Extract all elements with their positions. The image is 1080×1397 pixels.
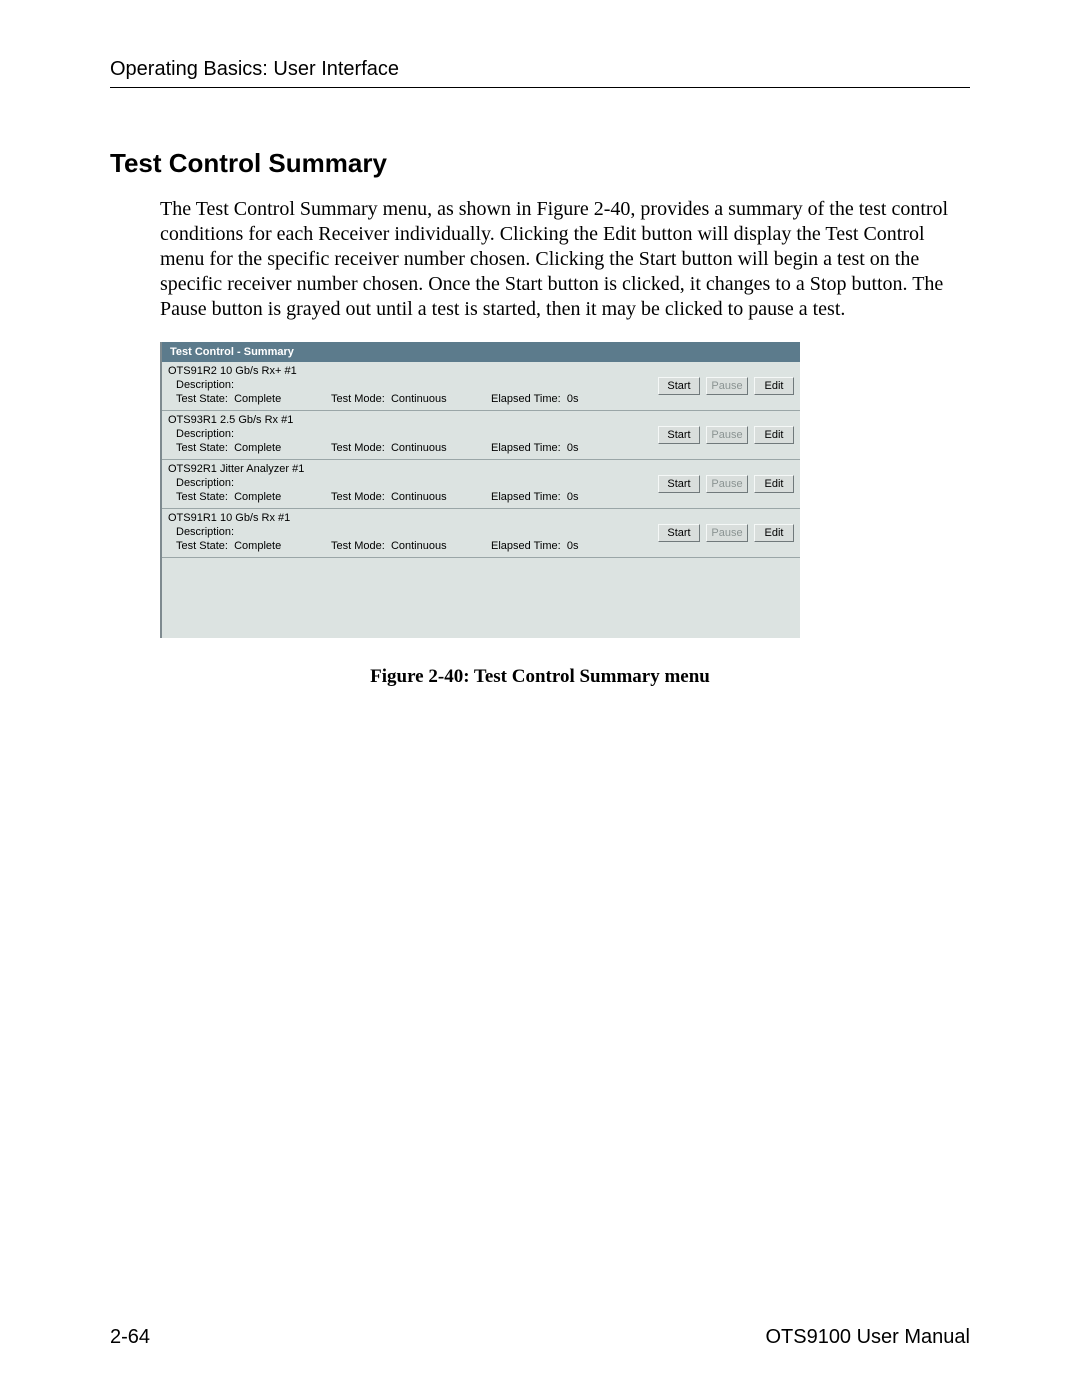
test-mode: Test Mode: Continuous bbox=[331, 441, 491, 455]
test-mode-value: Continuous bbox=[391, 442, 447, 454]
test-mode-value: Continuous bbox=[391, 540, 447, 552]
panel-empty-area bbox=[162, 558, 800, 638]
elapsed-time: Elapsed Time: 0s bbox=[491, 539, 578, 553]
test-state: Test State: Complete bbox=[176, 441, 331, 455]
row-buttons: Start Pause Edit bbox=[652, 460, 800, 508]
edit-button[interactable]: Edit bbox=[754, 524, 794, 542]
test-mode: Test Mode: Continuous bbox=[331, 392, 491, 406]
edit-button[interactable]: Edit bbox=[754, 377, 794, 395]
test-mode: Test Mode: Continuous bbox=[331, 539, 491, 553]
test-state: Test State: Complete bbox=[176, 392, 331, 406]
test-state-value: Complete bbox=[234, 393, 281, 405]
panel-title: Test Control - Summary bbox=[162, 342, 800, 362]
test-mode-label: Test Mode: bbox=[331, 393, 385, 405]
running-header: Operating Basics: User Interface bbox=[110, 58, 970, 88]
elapsed-label: Elapsed Time: bbox=[491, 442, 561, 454]
pause-button[interactable]: Pause bbox=[706, 475, 748, 493]
test-state-value: Complete bbox=[234, 491, 281, 503]
receiver-description-line: Description: bbox=[168, 525, 652, 539]
test-control-panel: Test Control - Summary OTS91R2 10 Gb/s R… bbox=[160, 342, 800, 638]
section-title: Test Control Summary bbox=[110, 148, 970, 179]
receiver-row: OTS92R1 Jitter Analyzer #1 Description: … bbox=[162, 460, 800, 509]
elapsed-value: 0s bbox=[567, 540, 579, 552]
receiver-name: OTS92R1 Jitter Analyzer #1 bbox=[168, 462, 652, 476]
test-mode-label: Test Mode: bbox=[331, 491, 385, 503]
elapsed-time: Elapsed Time: 0s bbox=[491, 441, 578, 455]
panel-rows: OTS91R2 10 Gb/s Rx+ #1 Description: Test… bbox=[162, 362, 800, 558]
test-state-label: Test State: bbox=[176, 442, 228, 454]
description-label: Description: bbox=[176, 526, 234, 538]
elapsed-time: Elapsed Time: 0s bbox=[491, 490, 578, 504]
test-state-value: Complete bbox=[234, 540, 281, 552]
page-number: 2-64 bbox=[110, 1326, 150, 1349]
test-mode-value: Continuous bbox=[391, 393, 447, 405]
receiver-info: OTS92R1 Jitter Analyzer #1 Description: … bbox=[162, 460, 652, 508]
test-state-label: Test State: bbox=[176, 491, 228, 503]
receiver-info: OTS91R1 10 Gb/s Rx #1 Description: Test … bbox=[162, 509, 652, 557]
row-buttons: Start Pause Edit bbox=[652, 362, 800, 410]
row-buttons: Start Pause Edit bbox=[652, 411, 800, 459]
start-button[interactable]: Start bbox=[658, 426, 700, 444]
start-button[interactable]: Start bbox=[658, 377, 700, 395]
elapsed-value: 0s bbox=[567, 393, 579, 405]
edit-button[interactable]: Edit bbox=[754, 475, 794, 493]
elapsed-value: 0s bbox=[567, 442, 579, 454]
page: Operating Basics: User Interface Test Co… bbox=[0, 0, 1080, 1397]
test-state-label: Test State: bbox=[176, 393, 228, 405]
description-label: Description: bbox=[176, 477, 234, 489]
start-button[interactable]: Start bbox=[658, 475, 700, 493]
test-state: Test State: Complete bbox=[176, 539, 331, 553]
receiver-row: OTS93R1 2.5 Gb/s Rx #1 Description: Test… bbox=[162, 411, 800, 460]
receiver-info: OTS91R2 10 Gb/s Rx+ #1 Description: Test… bbox=[162, 362, 652, 410]
receiver-info: OTS93R1 2.5 Gb/s Rx #1 Description: Test… bbox=[162, 411, 652, 459]
description-label: Description: bbox=[176, 379, 234, 391]
receiver-description-line: Description: bbox=[168, 476, 652, 490]
elapsed-label: Elapsed Time: bbox=[491, 393, 561, 405]
test-state-label: Test State: bbox=[176, 540, 228, 552]
page-footer: 2-64 OTS9100 User Manual bbox=[110, 1326, 970, 1349]
edit-button[interactable]: Edit bbox=[754, 426, 794, 444]
elapsed-value: 0s bbox=[567, 491, 579, 503]
test-mode-label: Test Mode: bbox=[331, 442, 385, 454]
test-mode-label: Test Mode: bbox=[331, 540, 385, 552]
elapsed-label: Elapsed Time: bbox=[491, 540, 561, 552]
receiver-description-line: Description: bbox=[168, 427, 652, 441]
test-mode-value: Continuous bbox=[391, 491, 447, 503]
start-button[interactable]: Start bbox=[658, 524, 700, 542]
pause-button[interactable]: Pause bbox=[706, 377, 748, 395]
test-state-value: Complete bbox=[234, 442, 281, 454]
pause-button[interactable]: Pause bbox=[706, 426, 748, 444]
receiver-row: OTS91R2 10 Gb/s Rx+ #1 Description: Test… bbox=[162, 362, 800, 411]
receiver-row: OTS91R1 10 Gb/s Rx #1 Description: Test … bbox=[162, 509, 800, 558]
figure-caption: Figure 2-40: Test Control Summary menu bbox=[110, 666, 970, 688]
receiver-name: OTS91R2 10 Gb/s Rx+ #1 bbox=[168, 364, 652, 378]
receiver-description-line: Description: bbox=[168, 378, 652, 392]
pause-button[interactable]: Pause bbox=[706, 524, 748, 542]
elapsed-time: Elapsed Time: 0s bbox=[491, 392, 578, 406]
manual-name: OTS9100 User Manual bbox=[765, 1326, 970, 1349]
test-mode: Test Mode: Continuous bbox=[331, 490, 491, 504]
elapsed-label: Elapsed Time: bbox=[491, 491, 561, 503]
receiver-name: OTS91R1 10 Gb/s Rx #1 bbox=[168, 511, 652, 525]
receiver-name: OTS93R1 2.5 Gb/s Rx #1 bbox=[168, 413, 652, 427]
description-label: Description: bbox=[176, 428, 234, 440]
row-buttons: Start Pause Edit bbox=[652, 509, 800, 557]
test-state: Test State: Complete bbox=[176, 490, 331, 504]
section-paragraph: The Test Control Summary menu, as shown … bbox=[160, 197, 970, 322]
